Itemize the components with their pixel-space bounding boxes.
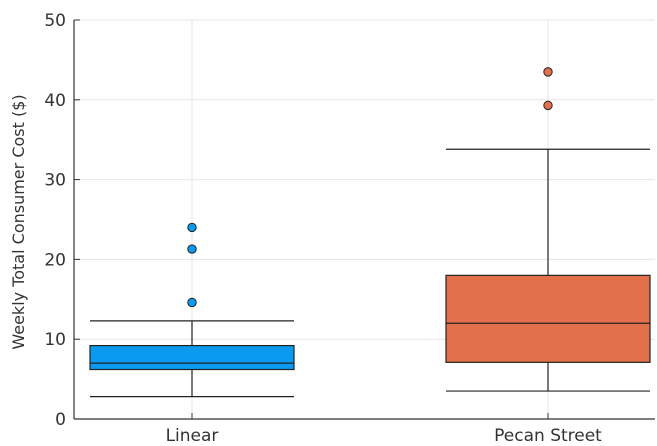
y-tick-label: 40 xyxy=(44,91,66,111)
iqr-box xyxy=(89,344,295,371)
y-tick-label: 30 xyxy=(44,171,66,191)
y-tick-label: 10 xyxy=(44,330,66,350)
outlier-point xyxy=(187,244,197,254)
y-axis-label: Weekly Total Consumer Cost ($) xyxy=(9,94,28,349)
tick-labels: 0 10 20 30 40 50 Linear Pecan Street xyxy=(44,11,602,446)
x-tick-label: Pecan Street xyxy=(494,426,602,446)
box-pecan-street xyxy=(445,67,651,392)
grid-layer xyxy=(74,19,655,420)
outlier-point xyxy=(543,100,553,111)
y-tick-label: 0 xyxy=(55,410,66,430)
box-linear xyxy=(89,222,295,398)
outlier-point xyxy=(187,222,197,233)
x-tick-label: Linear xyxy=(166,426,219,446)
y-tick-label: 50 xyxy=(44,11,66,31)
outlier-point xyxy=(543,67,553,77)
axis-frame xyxy=(73,19,655,420)
iqr-box xyxy=(445,274,651,363)
outlier-point xyxy=(187,297,197,308)
box-plot-series xyxy=(89,67,651,398)
y-tick-label: 20 xyxy=(44,250,66,270)
